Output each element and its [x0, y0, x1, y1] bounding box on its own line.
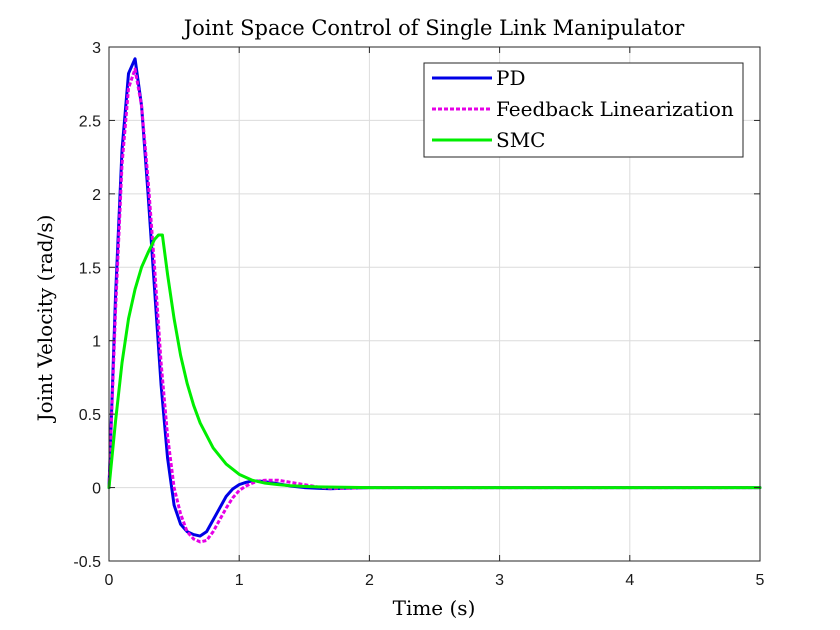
y-tick-label: 0: [92, 481, 101, 498]
x-tick-label: 3: [495, 572, 504, 589]
legend: PD Feedback Linearization SMC: [423, 62, 744, 158]
x-tick-label: 4: [625, 572, 634, 589]
x-tick-label: 5: [756, 572, 765, 589]
y-tick-label: 0.5: [79, 407, 101, 424]
series-line-smc: [107, 233, 762, 490]
x-tick-label: 1: [235, 572, 244, 589]
y-axis-label: Joint Velocity (rad/s): [33, 215, 57, 424]
y-tick-label: 1: [92, 334, 101, 351]
legend-label: SMC: [496, 128, 545, 152]
x-axis-label: Time (s): [393, 596, 476, 620]
x-tick-label: 0: [105, 572, 114, 589]
series-line-feedback-linearization: [107, 67, 760, 544]
x-tick-label: 2: [365, 572, 374, 589]
axes-frame: [108, 46, 761, 562]
y-tick-label: 2.5: [79, 113, 101, 130]
legend-label: PD: [496, 66, 526, 90]
y-tick-label: 2: [92, 187, 101, 204]
y-tick-label: 3: [92, 40, 101, 57]
y-tick-label: 1.5: [79, 260, 101, 277]
y-tick-label: -0.5: [73, 554, 101, 571]
legend-label: Feedback Linearization: [496, 97, 734, 121]
plot-area: [107, 57, 762, 544]
tick-labels: 0 1 2 3 4 5-0.500.511.522.53: [73, 40, 764, 589]
chart-title: Joint Space Control of Single Link Manip…: [182, 16, 685, 40]
axes-box: [108, 46, 761, 562]
